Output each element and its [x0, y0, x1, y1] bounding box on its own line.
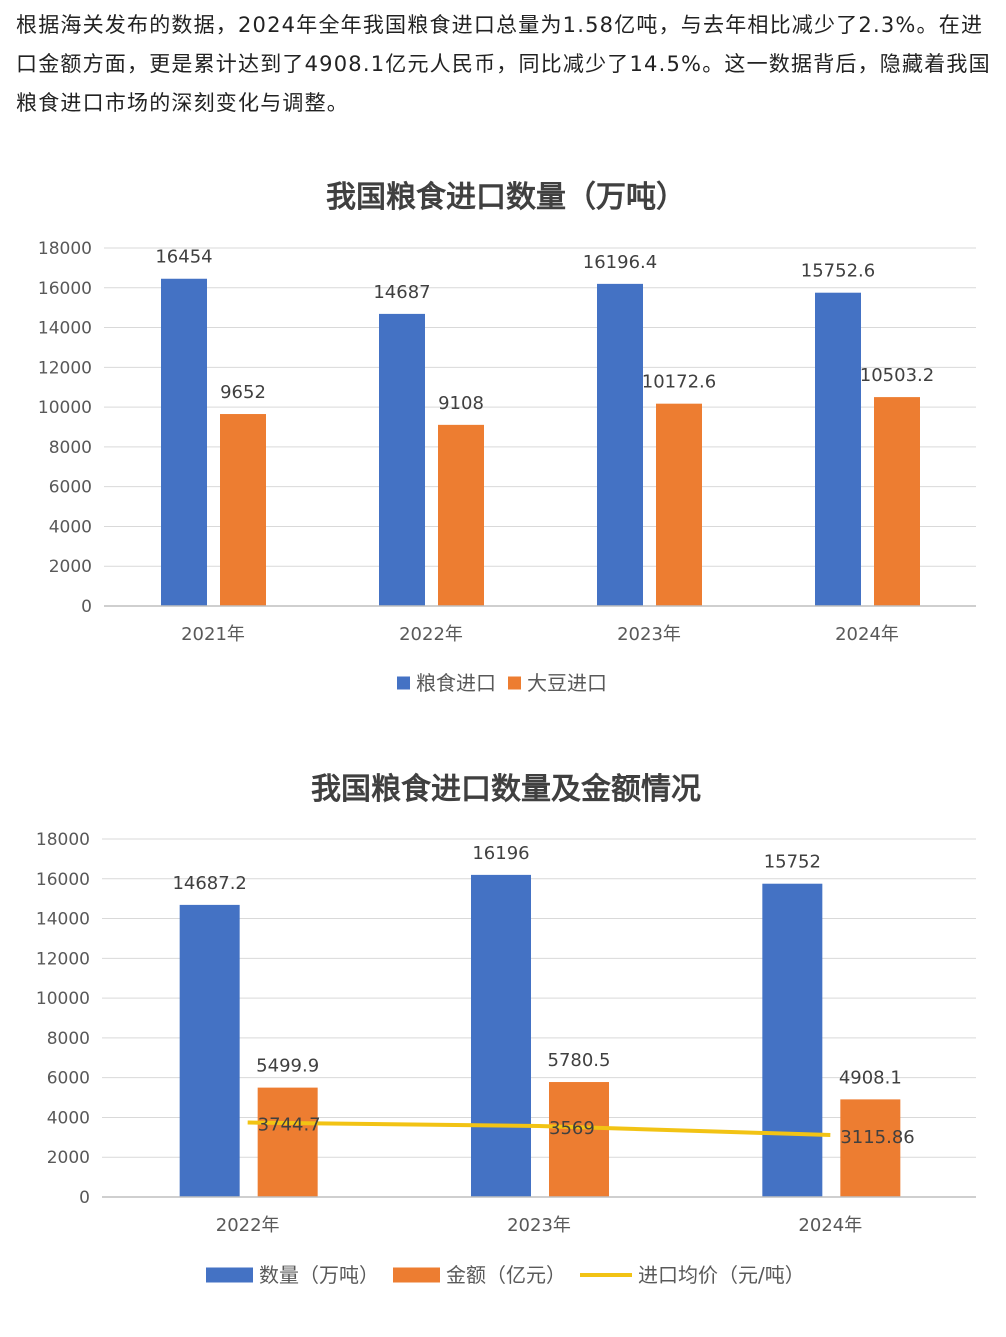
chart-canvas: 0 2000 4000 6000 8000 10000 12000 14000 16000 180… [36, 830, 976, 1287]
legend-swatch [397, 676, 410, 690]
y-tick-label: 18000 [38, 239, 92, 259]
data-label: 9108 [438, 393, 484, 414]
data-label: 4908.1 [839, 1067, 902, 1088]
legend-swatch [393, 1267, 440, 1283]
x-tick-label: 2023年 [507, 1215, 571, 1236]
data-label: 10172.6 [642, 372, 716, 393]
data-label: 14687.2 [172, 873, 246, 894]
y-tick-label: 8000 [49, 438, 92, 458]
bar [471, 874, 531, 1197]
bar [379, 313, 425, 606]
grain-import-volume-value-chart: 我国粮食进口数量及金额情况 0 2000 4000 6000 8000 10000 1200… [16, 742, 996, 1332]
series-line [247, 1120, 831, 1138]
intro-paragraph: 根据海关发布的数据，2024年全年我国粮食进口总量为1.58亿吨，与去年相比减少… [16, 6, 1001, 123]
bar [874, 397, 920, 606]
data-label: 16196.4 [583, 252, 657, 273]
bar [762, 883, 823, 1197]
chart-title: 我国粮食进口数量（万吨） [326, 180, 686, 215]
data-label: 5780.5 [548, 1050, 611, 1071]
data-label: 9652 [220, 382, 266, 403]
y-tick-label: 6000 [49, 478, 92, 498]
y-tick-label: 16000 [36, 870, 90, 890]
y-tick-label: 0 [79, 1188, 90, 1208]
bar [179, 904, 240, 1197]
data-label: 3744.7 [258, 1115, 321, 1136]
bar [840, 1099, 901, 1197]
y-tick-label: 0 [81, 597, 92, 617]
legend-label: 进口均价（元/吨） [638, 1263, 805, 1287]
y-tick-label: 8000 [47, 1029, 90, 1049]
bar [220, 414, 266, 606]
y-tick-label: 6000 [47, 1069, 90, 1089]
legend-swatch [206, 1267, 253, 1283]
y-tick-label: 4000 [49, 517, 92, 537]
chart-canvas: 0 2000 4000 6000 8000 10000 12000 14000 16000 180… [38, 239, 976, 695]
bar [257, 1087, 318, 1197]
y-tick-label: 14000 [36, 910, 90, 930]
y-tick-label: 4000 [47, 1108, 90, 1128]
legend-label: 金额（亿元） [446, 1263, 566, 1287]
y-tick-label: 2000 [47, 1148, 90, 1168]
legend-swatch [508, 676, 521, 690]
data-label: 5499.9 [256, 1056, 319, 1077]
y-tick-label: 2000 [49, 557, 92, 577]
grain-import-volume-chart: 我国粮食进口数量（万吨） 0 2000 4000 6000 8000 10000 12000… [16, 132, 996, 722]
x-tick-label: 2023年 [617, 624, 681, 645]
data-label: 15752 [764, 852, 821, 873]
y-tick-label: 18000 [36, 830, 90, 850]
data-label: 10503.2 [860, 365, 934, 386]
data-label: 16196 [472, 843, 529, 864]
y-tick-label: 16000 [38, 279, 92, 299]
x-tick-label: 2022年 [399, 624, 463, 645]
bar [656, 403, 702, 606]
data-label: 3569 [549, 1118, 595, 1139]
legend-label: 数量（万吨） [259, 1263, 379, 1287]
legend-label: 粮食进口 [416, 671, 496, 695]
y-tick-label: 10000 [38, 398, 92, 418]
x-tick-label: 2022年 [216, 1215, 280, 1236]
bar [438, 424, 484, 606]
data-label: 15752.6 [801, 261, 875, 282]
bar [549, 1082, 609, 1197]
y-tick-label: 14000 [38, 319, 92, 339]
y-tick-label: 12000 [36, 949, 90, 969]
bar [597, 283, 643, 606]
y-tick-label: 12000 [38, 358, 92, 378]
x-tick-label: 2021年 [181, 624, 245, 645]
legend-label: 大豆进口 [527, 671, 607, 695]
x-tick-label: 2024年 [835, 624, 899, 645]
data-label: 14687 [373, 282, 430, 303]
y-tick-label: 10000 [36, 989, 90, 1009]
data-label: 16454 [155, 247, 212, 268]
chart-title: 我国粮食进口数量及金额情况 [311, 772, 701, 807]
bar [815, 292, 861, 606]
bar [161, 278, 207, 606]
x-tick-label: 2024年 [798, 1215, 862, 1236]
data-label: 3115.86 [840, 1127, 914, 1148]
intro-text: 根据海关发布的数据，2024年全年我国粮食进口总量为1.58亿吨，与去年相比减少… [16, 13, 991, 115]
